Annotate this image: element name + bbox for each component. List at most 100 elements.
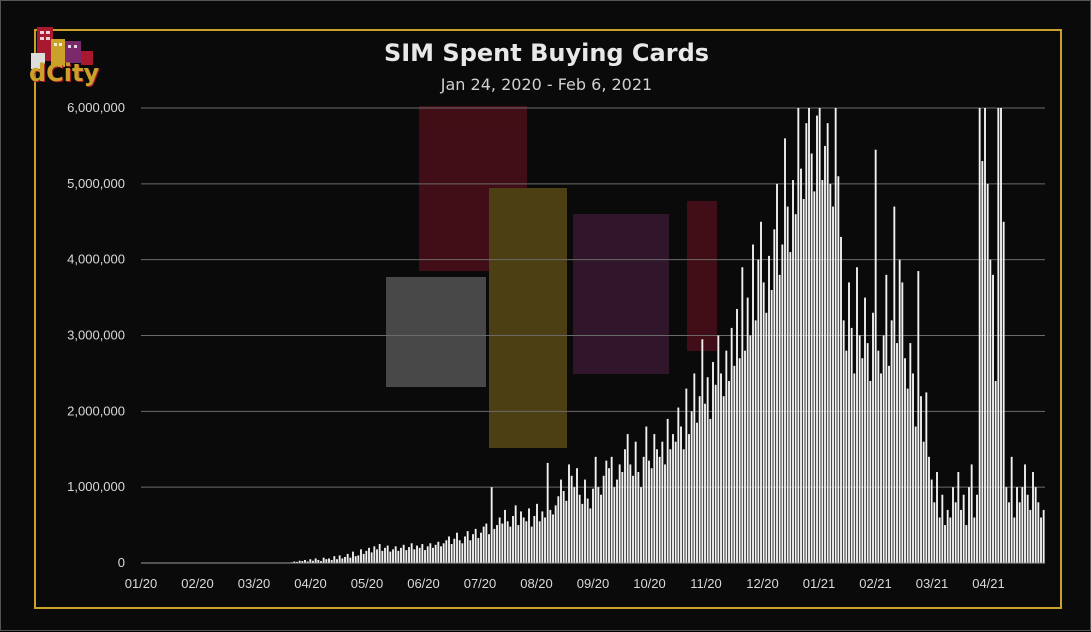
bar	[701, 339, 704, 563]
bar	[794, 214, 797, 564]
bar	[1034, 487, 1037, 563]
watermark-building-grey	[386, 277, 486, 387]
bar	[736, 308, 738, 563]
bar	[824, 145, 826, 564]
bar	[384, 547, 386, 563]
bar	[520, 511, 522, 563]
bar	[1042, 509, 1045, 563]
bar	[834, 108, 837, 563]
bar	[1002, 221, 1005, 563]
bar	[389, 551, 392, 564]
x-tick-label: 03/20	[238, 576, 271, 591]
bar	[680, 426, 682, 563]
bar	[568, 464, 570, 563]
bar	[664, 464, 666, 563]
bar	[842, 320, 845, 563]
bar	[592, 488, 594, 563]
bar	[421, 544, 424, 563]
bar	[354, 556, 357, 563]
bar	[533, 515, 536, 563]
bar	[538, 521, 541, 563]
bar	[661, 441, 664, 563]
bar	[746, 297, 749, 563]
bar	[757, 259, 760, 563]
logo-buildings-icon	[31, 27, 93, 69]
bar	[437, 541, 440, 563]
bar	[456, 532, 458, 563]
bar	[434, 544, 437, 563]
bar	[381, 550, 384, 563]
bar	[416, 545, 418, 563]
y-tick-label: 2,000,000	[67, 403, 125, 418]
bar	[674, 441, 677, 563]
bar	[1026, 494, 1029, 563]
bar	[712, 362, 714, 563]
bar	[525, 521, 528, 563]
bar	[309, 559, 312, 563]
bar	[776, 183, 778, 563]
bar	[314, 558, 317, 563]
bar	[669, 449, 672, 563]
bar	[709, 418, 712, 563]
bar	[477, 537, 480, 563]
bar	[602, 475, 605, 563]
bar	[1032, 472, 1034, 563]
bar	[576, 468, 578, 563]
y-tick-label: 5,000,000	[67, 176, 125, 191]
bar	[714, 384, 717, 563]
bar	[458, 540, 461, 563]
bar	[930, 479, 933, 563]
bar	[440, 546, 442, 563]
bar	[880, 373, 882, 563]
bar	[941, 494, 944, 563]
bar	[808, 108, 810, 563]
bar	[997, 108, 1000, 563]
bar	[677, 407, 680, 563]
bar	[994, 381, 997, 563]
bar	[618, 464, 621, 563]
bar	[426, 546, 429, 563]
bar	[1013, 517, 1016, 563]
bar	[357, 555, 360, 563]
bar	[906, 388, 909, 563]
bar	[786, 206, 789, 563]
y-tick-label: 1,000,000	[67, 479, 125, 494]
bar	[1037, 502, 1040, 563]
bar	[544, 517, 546, 563]
bar	[1029, 509, 1032, 563]
bar	[765, 312, 768, 563]
bar	[981, 161, 984, 563]
bar	[432, 547, 434, 563]
y-tick-label: 0	[118, 555, 125, 570]
bar	[402, 544, 405, 563]
bar	[474, 528, 477, 564]
bar	[816, 115, 818, 563]
bar	[920, 396, 922, 563]
x-tick-label: 02/20	[181, 576, 214, 591]
bar	[472, 534, 474, 563]
bar	[549, 509, 552, 563]
bar	[413, 549, 416, 563]
bar	[514, 505, 517, 563]
bar	[365, 550, 368, 563]
bar	[741, 267, 744, 563]
bar	[493, 528, 496, 564]
bar	[637, 472, 640, 563]
bar	[642, 456, 645, 563]
bar	[394, 546, 397, 563]
bar	[445, 540, 448, 563]
bar	[722, 396, 725, 563]
bar	[976, 494, 978, 563]
bar	[797, 108, 800, 563]
bar	[898, 259, 901, 563]
bar	[872, 312, 874, 563]
bar	[336, 559, 338, 563]
bar	[789, 252, 792, 563]
bar	[488, 534, 490, 563]
y-tick-label: 6,000,000	[67, 100, 125, 115]
bar	[1040, 517, 1042, 563]
bar	[501, 523, 504, 563]
bar	[725, 350, 728, 563]
bar	[461, 543, 464, 563]
bar	[728, 381, 730, 563]
